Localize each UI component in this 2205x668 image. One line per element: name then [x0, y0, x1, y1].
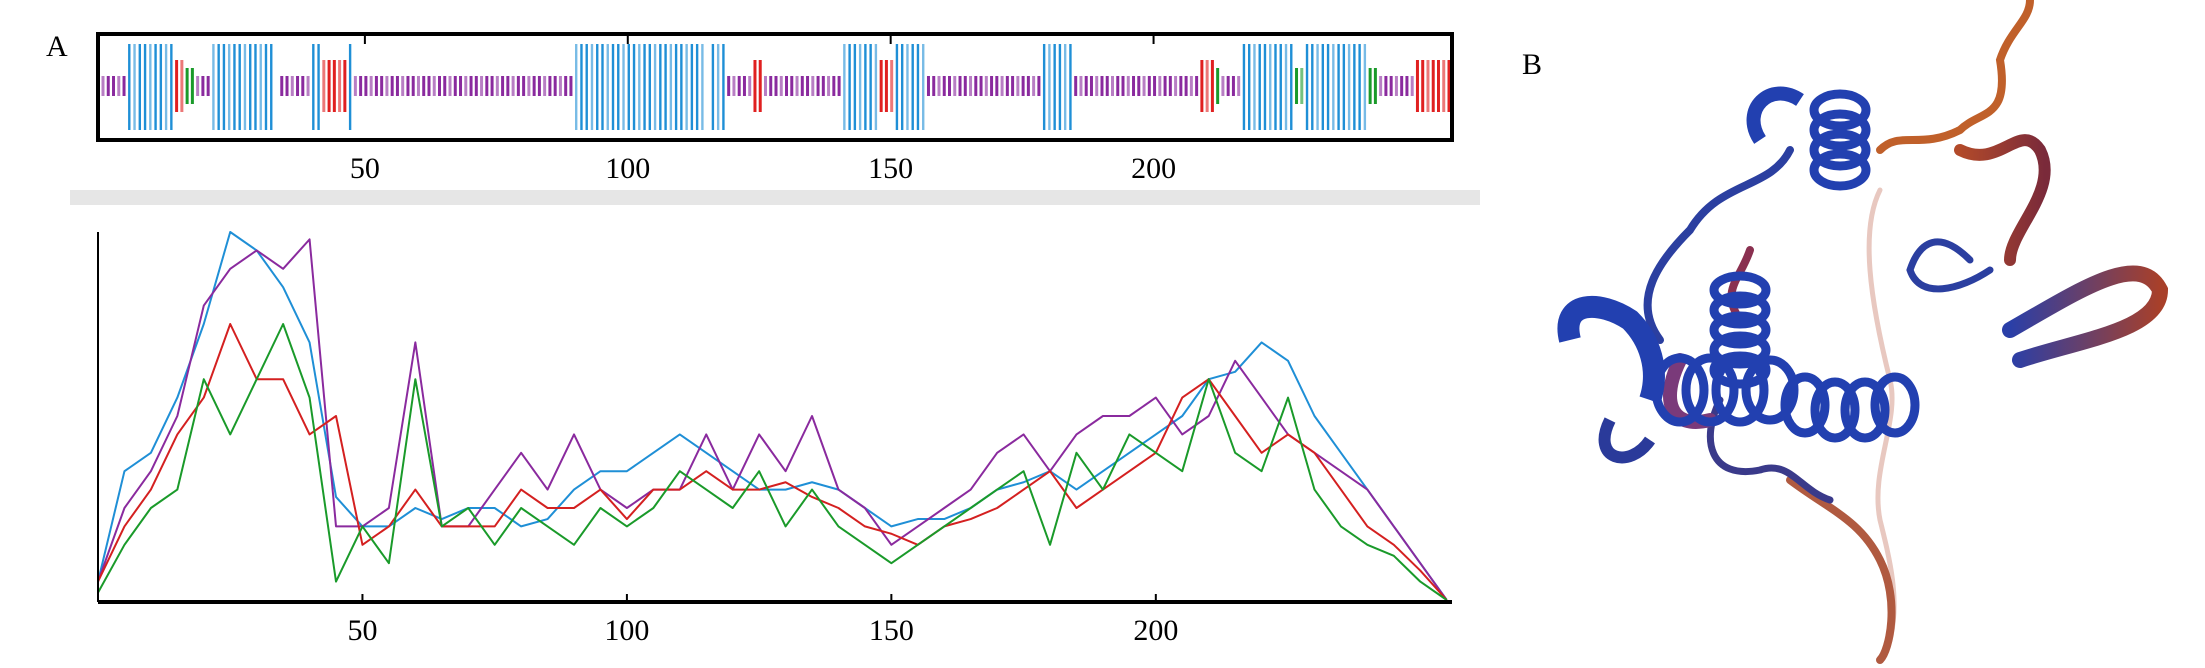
segment-helix: [312, 44, 320, 130]
segment-helix: [1242, 44, 1293, 130]
helix-1: [1746, 86, 1871, 191]
segment-strand: [753, 60, 762, 112]
series-line-red: [97, 323, 1448, 601]
segment-helix: [128, 44, 173, 130]
segment-strand: [1415, 60, 1451, 112]
segment-helix: [575, 44, 704, 130]
panel-a-figure: 50 100 150 200 50 100 150 200: [70, 32, 1480, 647]
segment-coil: [1379, 76, 1414, 96]
segment-turn: [1368, 68, 1377, 104]
segment-strand: [322, 60, 347, 112]
series-line-blue: [97, 231, 1448, 601]
segment-coil: [196, 76, 210, 96]
segment-turn: [185, 68, 194, 104]
segment-helix: [212, 44, 273, 130]
track-tick-label: 100: [605, 152, 650, 185]
segment-helix: [1042, 44, 1072, 130]
segment-turn: [1295, 68, 1304, 104]
plot-tick-label: 50: [347, 614, 377, 647]
protein-3d-structure: [1557, 0, 2169, 664]
segment-helix: [711, 44, 725, 130]
segment-strand: [1200, 60, 1214, 112]
helix-2: [1709, 271, 1771, 389]
plot-tick-label: 150: [869, 614, 914, 647]
track-tick-label: 50: [350, 152, 380, 185]
divider-bar: [70, 190, 1480, 205]
segment-coil: [727, 76, 752, 96]
plot-tick-label: 100: [604, 614, 649, 647]
segment-strand: [175, 60, 184, 112]
plot-tick-label: 200: [1133, 614, 1178, 647]
panel-label-b: B: [1522, 48, 1543, 81]
helix-ribbons: [1557, 86, 1920, 464]
secondary-structure-track: [101, 44, 1451, 130]
segment-coil: [1221, 76, 1241, 96]
plot-x-ticks: 50 100 150 200: [347, 594, 1178, 647]
track-tick-label: 150: [868, 152, 913, 185]
track-tick-label: 200: [1131, 152, 1176, 185]
segment-coil: [763, 76, 841, 96]
segment-coil: [926, 76, 1041, 96]
segment-coil: [280, 76, 310, 96]
segment-strand: [879, 60, 894, 112]
segment-helix: [1305, 44, 1367, 130]
segment-coil: [1074, 76, 1199, 96]
coil-loops: [1643, 0, 2169, 664]
track-x-axis: 50 100 150 200: [350, 36, 1176, 185]
profile-plot: [97, 231, 1448, 601]
segment-helix: [843, 44, 878, 130]
segment-helix: [895, 44, 925, 130]
helix-3: [1651, 353, 1920, 443]
track-frame: [96, 32, 1454, 142]
series-line-green: [97, 323, 1448, 601]
series-line-purple: [97, 238, 1448, 601]
panel-label-a: A: [46, 30, 68, 63]
segment-coil: [101, 76, 126, 96]
segment-coil: [353, 76, 573, 96]
